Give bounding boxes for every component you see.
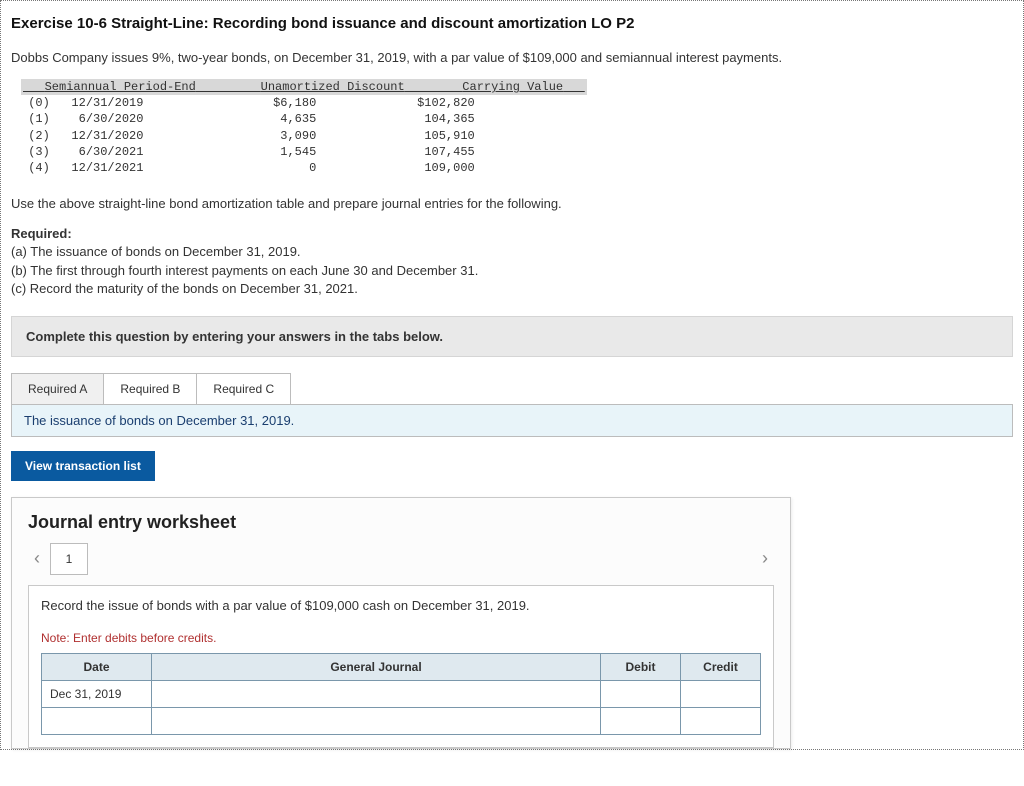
debit-input[interactable] <box>609 687 672 701</box>
credit-cell[interactable] <box>681 707 761 734</box>
journal-table: Date General Journal Debit Credit Dec 31… <box>41 653 761 735</box>
required-label: Required: <box>11 225 1013 243</box>
date-cell: Dec 31, 2019 <box>42 680 152 707</box>
view-transaction-list-button[interactable]: View transaction list <box>11 451 155 481</box>
gj-input[interactable] <box>160 687 592 701</box>
instruction-text: Use the above straight-line bond amortiz… <box>11 196 1013 211</box>
chevron-left-icon[interactable]: ‹ <box>28 546 46 571</box>
gj-input[interactable] <box>160 714 592 728</box>
general-journal-cell[interactable] <box>152 680 601 707</box>
worksheet-note: Note: Enter debits before credits. <box>41 631 761 645</box>
tab-required-b[interactable]: Required B <box>103 373 197 404</box>
table-row: Dec 31, 2019 <box>42 680 761 707</box>
journal-worksheet-card: Journal entry worksheet ‹ 1 › Record the… <box>11 497 791 749</box>
amortization-table: Semiannual Period-End Unamortized Discou… <box>21 79 1013 176</box>
date-input[interactable] <box>50 714 143 728</box>
worksheet-title: Journal entry worksheet <box>28 512 774 533</box>
debit-cell[interactable] <box>601 707 681 734</box>
col-credit: Credit <box>681 653 761 680</box>
col-date: Date <box>42 653 152 680</box>
tab-required-c[interactable]: Required C <box>196 373 291 404</box>
debit-input[interactable] <box>609 714 672 728</box>
required-a: (a) The issuance of bonds on December 31… <box>11 243 1013 261</box>
required-c: (c) Record the maturity of the bonds on … <box>11 280 1013 298</box>
tab-description: The issuance of bonds on December 31, 20… <box>11 404 1013 437</box>
tabs-row: Required A Required B Required C <box>11 373 1013 404</box>
required-block: Required: (a) The issuance of bonds on D… <box>11 225 1013 298</box>
credit-cell[interactable] <box>681 680 761 707</box>
complete-banner: Complete this question by entering your … <box>11 316 1013 357</box>
exercise-container: Exercise 10-6 Straight-Line: Recording b… <box>0 0 1024 750</box>
chevron-right-icon[interactable]: › <box>756 546 774 571</box>
table-row <box>42 707 761 734</box>
date-cell[interactable] <box>42 707 152 734</box>
col-period: Semiannual Period-End Unamortized Discou… <box>21 79 587 95</box>
debit-cell[interactable] <box>601 680 681 707</box>
col-debit: Debit <box>601 653 681 680</box>
credit-input[interactable] <box>689 714 752 728</box>
worksheet-inner: Record the issue of bonds with a par val… <box>28 585 774 748</box>
col-general-journal: General Journal <box>152 653 601 680</box>
worksheet-nav: ‹ 1 › <box>28 543 774 575</box>
step-number[interactable]: 1 <box>50 543 88 575</box>
credit-input[interactable] <box>689 687 752 701</box>
general-journal-cell[interactable] <box>152 707 601 734</box>
exercise-title: Exercise 10-6 Straight-Line: Recording b… <box>11 15 1013 32</box>
tab-required-a[interactable]: Required A <box>11 373 104 404</box>
intro-text: Dobbs Company issues 9%, two-year bonds,… <box>11 50 1013 65</box>
required-b: (b) The first through fourth interest pa… <box>11 262 1013 280</box>
worksheet-instruction: Record the issue of bonds with a par val… <box>41 598 761 613</box>
